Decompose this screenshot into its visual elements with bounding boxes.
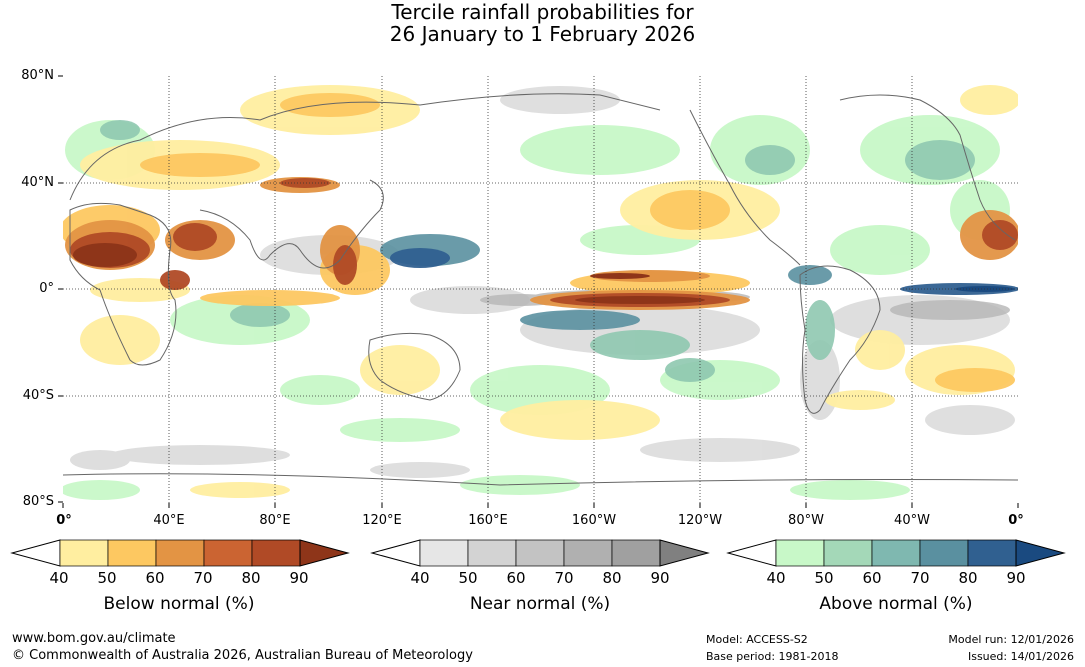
map-title-line-1: Tercile rainfall probabilities for: [391, 0, 694, 24]
legend-above-arrow-left: [726, 539, 777, 567]
legend-above-tick-40: 40: [766, 569, 786, 587]
lon-label-120w: 120°W: [677, 513, 723, 528]
map-title-line-2: 26 January to 1 February 2026: [389, 22, 696, 46]
legend-near-tick-70: 70: [554, 569, 574, 587]
legend-below-tick-40: 40: [49, 569, 69, 587]
legend-above-swatch-2: [871, 539, 921, 567]
legend-above-tick-60: 60: [862, 569, 882, 587]
lat-label-80n: 80°N: [21, 68, 54, 83]
footer-model: Model: ACCESS-S2: [706, 633, 808, 646]
lon-label-160w: 160°W: [571, 513, 617, 528]
legend-above-title: Above normal (%): [819, 594, 973, 614]
legend-above-tick-50: 50: [814, 569, 834, 587]
legend-below-arrow-left: [10, 539, 61, 567]
legend-near-swatch-3: [563, 539, 613, 567]
legend-near-tick-80: 80: [602, 569, 622, 587]
lon-label-80e: 80°E: [259, 513, 291, 528]
legend-above-swatch-0: [775, 539, 825, 567]
legend-above-tick-70: 70: [910, 569, 930, 587]
lon-label-160e: 160°E: [468, 513, 508, 528]
legend-below-title: Below normal (%): [103, 594, 255, 614]
legend-below-arrow-right: [299, 539, 350, 567]
footer-url: www.bom.gov.au/climate: [12, 631, 176, 646]
footer-base-period: Base period: 1981-2018: [706, 650, 839, 663]
lon-label-120e: 120°E: [362, 513, 402, 528]
lon-label-40e: 40°E: [153, 513, 185, 528]
legend-near-title: Near normal (%): [469, 594, 611, 614]
legend-below-tick-50: 50: [97, 569, 117, 587]
legend-near-tick-40: 40: [410, 569, 430, 587]
legend-near-swatch-2: [515, 539, 565, 567]
legend-near-tick-90: 90: [650, 569, 670, 587]
legend-below-swatch-4: [251, 539, 301, 567]
lon-label-80w: 80°W: [788, 513, 824, 528]
legend-below-tick-80: 80: [241, 569, 261, 587]
legend-above-tick-90: 90: [1006, 569, 1026, 587]
legend-below-tick-70: 70: [193, 569, 213, 587]
legend-below-swatch-3: [203, 539, 253, 567]
legend-below-tick-90: 90: [289, 569, 309, 587]
lat-label-0: 0°: [39, 281, 54, 296]
lat-label-40n: 40°N: [21, 175, 54, 190]
lat-label-40s: 40°S: [22, 388, 54, 403]
lon-label-40w: 40°W: [894, 513, 930, 528]
footer-issued: Issued: 14/01/2026: [967, 650, 1074, 663]
probability-field: [63, 76, 1018, 503]
legend-above-arrow-right: [1015, 539, 1066, 567]
legend-above-swatch-1: [823, 539, 873, 567]
legend-below-normal: [10, 539, 350, 567]
legend-above-tick-80: 80: [958, 569, 978, 587]
legend-below-swatch-1: [107, 539, 157, 567]
legend-near-tick-60: 60: [506, 569, 526, 587]
legend-near-arrow-right: [659, 539, 710, 567]
legend-near-arrow-left: [370, 539, 421, 567]
legend-near-swatch-0: [419, 539, 469, 567]
legend-below-swatch-2: [155, 539, 205, 567]
legend-near-normal: [370, 539, 710, 567]
legend-near-swatch-4: [611, 539, 661, 567]
legend-below-swatch-0: [59, 539, 109, 567]
legend-below-tick-60: 60: [145, 569, 165, 587]
lon-label-0-east: 0°: [1008, 513, 1024, 528]
legend-near-swatch-1: [467, 539, 517, 567]
legend-above-normal: [726, 539, 1066, 567]
lon-label-0: 0°: [56, 513, 72, 528]
legend-near-tick-50: 50: [458, 569, 478, 587]
legend-above-swatch-3: [919, 539, 969, 567]
footer-copyright: © Commonwealth of Australia 2026, Austra…: [12, 648, 473, 663]
lat-label-80s: 80°S: [22, 494, 54, 509]
legend-above-swatch-4: [967, 539, 1017, 567]
footer-model-run: Model run: 12/01/2026: [948, 633, 1074, 646]
